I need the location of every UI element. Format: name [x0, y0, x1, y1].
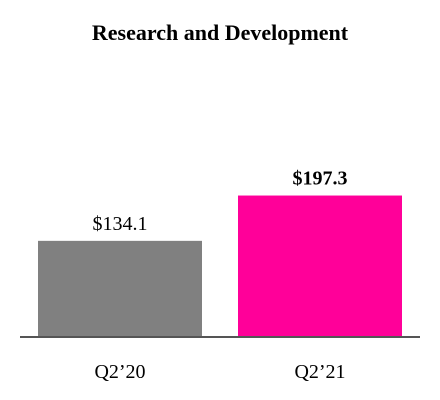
- bar-2: [238, 195, 402, 337]
- data-label-2: $197.3: [293, 168, 348, 190]
- plot-area: $134.1 Q2’20 $197.3 Q2’21: [20, 168, 420, 383]
- x-tick-label-2: Q2’21: [294, 361, 345, 383]
- x-tick-label-1: Q2’20: [94, 361, 145, 383]
- chart-title: Research and Development: [92, 20, 349, 45]
- data-label-1: $134.1: [93, 213, 148, 235]
- bar-1: [38, 240, 202, 337]
